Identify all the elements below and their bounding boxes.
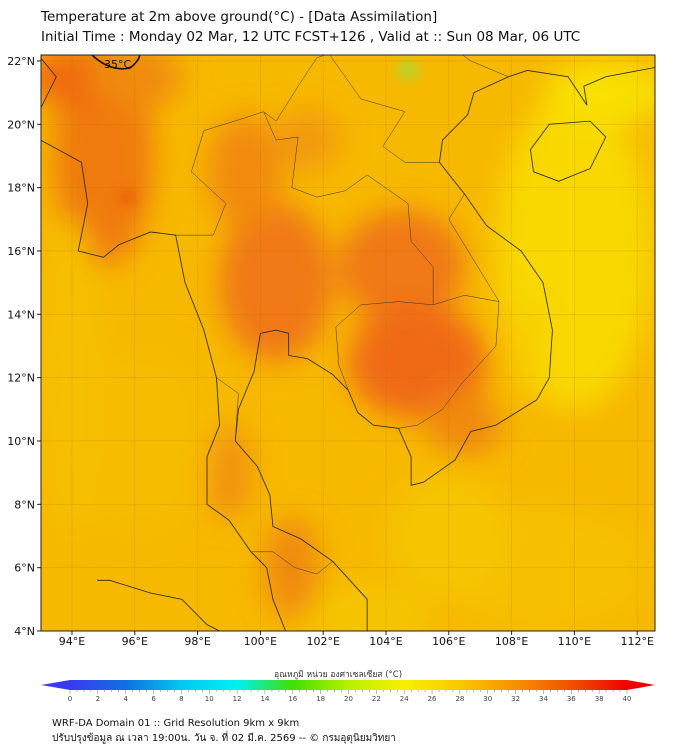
lon-tick-label: 112°E [620,635,653,648]
footer-update-info: ปรับปรุงข้อมูล ณ เวลา 19:00น. วัน จ. ที่… [52,733,396,744]
lat-tick-label: 6°N [14,562,35,575]
temperature-region [543,60,655,125]
lon-tick-label: 102°E [306,635,339,648]
temperature-region [219,203,333,362]
lat-tick-label: 4°N [14,625,35,638]
lon-tick-label: 110°E [558,635,591,648]
colorbar-tick-label: 38 [595,695,604,703]
lon-tick-label: 98°E [184,635,210,648]
colorbar-tick-label: 6 [151,695,156,703]
chart-title-block: Temperature at 2m above ground(°C) - [Da… [41,7,580,47]
map-frame [40,54,656,632]
country-border [329,55,440,163]
lat-tick-label: 14°N [7,308,35,321]
lat-tick-label: 10°N [7,435,35,448]
colorbar-tick-label: 34 [539,695,548,703]
colorbar-tick-label: 24 [400,695,409,703]
lon-tick-label: 94°E [59,635,85,648]
colorbar-tick-label: 8 [179,695,183,703]
coastline [97,579,220,631]
lon-tick-label: 108°E [495,635,528,648]
colorbar-tick-label: 18 [316,695,325,703]
footer-model-info: WRF-DA Domain 01 :: Grid Resolution 9km … [52,718,300,729]
lat-tick-label: 18°N [7,182,35,195]
lon-tick-label: 96°E [122,635,148,648]
colorbar-tick-label: 16 [288,695,297,703]
temperature-region [122,189,135,206]
lat-tick-label: 20°N [7,118,35,131]
lat-tick-label: 16°N [7,245,35,258]
colorbar-tick-label: 0 [68,695,72,703]
lon-tick-label: 106°E [432,635,465,648]
colorbar-tick-label: 40 [623,695,632,703]
lat-tick-label: 22°N [7,55,35,68]
lat-tick-label: 12°N [7,372,35,385]
temperature-region [87,55,182,109]
temperature-region [397,62,418,79]
colorbar-label: อุณหภูมิ หน่วย องศาเซลเซียส (°C) [273,670,403,680]
colorbar-tick-label: 22 [372,695,381,703]
country-border [175,57,318,236]
colorbar-min-arrow [41,680,70,690]
temperature-region [207,114,283,229]
colorbar-tick-label: 26 [428,695,437,703]
temperature-region [41,219,104,536]
country-border [316,55,509,78]
colorbar-body [70,680,627,690]
country-border [398,295,500,429]
temperature-region [426,393,503,457]
map-subtitle: Initial Time : Monday 02 Mar, 12 UTC FCS… [41,29,581,45]
map-panel[interactable]: 35°C [25,29,669,647]
colorbar-tick-label: 20 [344,695,353,703]
contour-label: 35°C [104,58,131,71]
temperature-region [276,108,339,172]
lon-tick-label: 104°E [369,635,402,648]
footer: WRF-DA Domain 01 :: Grid Resolution 9km … [52,716,396,746]
colorbar: 0 2 4 6 8 10 12 14 16 18 20 22 24 26 28 30 32 34 36 38 40 [41,680,655,703]
colorbar-tick-label: 30 [483,695,492,703]
colorbar-tick-label: 36 [567,695,576,703]
temperature-region [307,583,434,631]
temperature-region [207,425,251,521]
colorbar-tick-label: 32 [511,695,520,703]
lat-tick-label: 8°N [14,498,35,511]
contour-35c [91,55,141,70]
colorbar-tick-label: 10 [205,695,214,703]
colorbar-tick-label: 12 [233,695,242,703]
colorbar-tick-label: 4 [123,695,128,703]
temperature-region [511,298,550,394]
colorbar-tick-label: 2 [96,695,100,703]
country-border [263,111,434,391]
country-border [250,551,333,575]
country-border [448,193,500,302]
temperature-region [348,304,487,419]
country-border [216,377,239,441]
coastline [41,57,57,109]
coastline [530,120,607,182]
lon-tick-label: 100°E [244,635,277,648]
colorbar-tick-label: 14 [260,695,269,703]
colorbar-tick-label: 28 [455,695,464,703]
colorbar-max-arrow [627,680,655,690]
map-title: Temperature at 2m above ground(°C) - [Da… [41,9,438,25]
temperature-region [386,472,512,600]
